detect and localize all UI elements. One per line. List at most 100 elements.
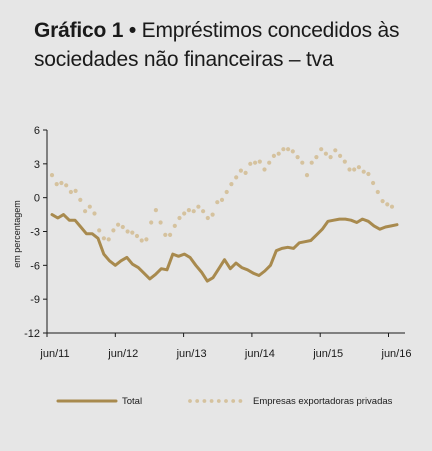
series-point-exportadoras bbox=[149, 220, 154, 225]
series-point-exportadoras bbox=[380, 199, 385, 204]
series-point-exportadoras bbox=[286, 147, 291, 152]
series-point-exportadoras bbox=[153, 208, 158, 213]
series-point-exportadoras bbox=[323, 151, 328, 156]
series-point-exportadoras bbox=[215, 200, 220, 205]
y-tick-label: 3 bbox=[34, 159, 40, 171]
series-point-exportadoras bbox=[219, 197, 225, 202]
series-point-exportadoras bbox=[125, 229, 130, 234]
series-point-exportadoras bbox=[328, 155, 333, 160]
legend-swatch-dot bbox=[209, 399, 214, 403]
series-point-exportadoras bbox=[205, 215, 210, 221]
series-point-exportadoras bbox=[158, 220, 163, 225]
series-point-exportadoras bbox=[238, 168, 243, 173]
legend-swatch-dot bbox=[202, 399, 207, 403]
y-tick-label: -9 bbox=[30, 294, 40, 306]
y-tick-label: -12 bbox=[24, 328, 40, 340]
x-tick-label: jun/13 bbox=[176, 348, 207, 360]
series-point-exportadoras bbox=[97, 228, 102, 233]
series-point-exportadoras bbox=[111, 228, 116, 233]
legend-swatch-dot bbox=[224, 399, 228, 403]
series-point-exportadoras bbox=[276, 151, 281, 156]
title-bullet: • bbox=[128, 19, 137, 42]
series-point-exportadoras bbox=[229, 182, 234, 187]
series-point-exportadoras bbox=[49, 173, 55, 178]
series-point-exportadoras bbox=[182, 211, 187, 216]
legend-label-total: Total bbox=[122, 396, 142, 407]
series-line-total bbox=[50, 213, 399, 283]
series-point-exportadoras bbox=[389, 204, 395, 209]
series-point-exportadoras bbox=[262, 167, 267, 172]
series-point-exportadoras bbox=[201, 209, 206, 214]
series-point-exportadoras bbox=[116, 222, 121, 227]
series-point-exportadoras bbox=[295, 155, 300, 160]
series-point-exportadoras bbox=[144, 237, 149, 242]
series-point-exportadoras bbox=[314, 155, 319, 160]
series-point-exportadoras bbox=[54, 182, 59, 187]
series-point-exportadoras bbox=[234, 175, 239, 180]
series-point-exportadoras bbox=[281, 147, 286, 152]
series-point-exportadoras bbox=[168, 232, 173, 237]
series-point-exportadoras bbox=[68, 189, 73, 195]
x-tick-label: jun/11 bbox=[39, 348, 69, 360]
series-point-exportadoras bbox=[366, 171, 371, 177]
x-tick-label: jun/15 bbox=[312, 348, 343, 360]
series-point-exportadoras bbox=[106, 237, 111, 242]
series-point-exportadoras bbox=[59, 180, 64, 186]
series-point-exportadoras bbox=[92, 211, 97, 216]
chart-number-label: Gráfico 1 bbox=[34, 19, 124, 42]
series-point-exportadoras bbox=[304, 173, 310, 178]
series-point-exportadoras bbox=[134, 233, 140, 239]
series-point-exportadoras bbox=[375, 189, 380, 195]
series-point-exportadoras bbox=[196, 204, 201, 209]
series-point-exportadoras bbox=[333, 148, 338, 153]
y-axis-title: em percentagem bbox=[12, 200, 22, 268]
y-tick-label: -3 bbox=[30, 227, 40, 239]
legend-label-exportadoras: Empresas exportadoras privadas bbox=[253, 396, 393, 407]
series-point-exportadoras bbox=[224, 189, 229, 195]
series-point-exportadoras bbox=[385, 202, 390, 207]
legend-swatch-dot bbox=[238, 399, 243, 403]
series-point-exportadoras bbox=[253, 160, 258, 165]
series-point-exportadoras bbox=[172, 223, 177, 228]
legend-swatch-dot bbox=[231, 399, 236, 403]
series-point-exportadoras bbox=[163, 232, 168, 237]
series-point-exportadoras bbox=[191, 209, 196, 214]
series-point-exportadoras bbox=[361, 169, 366, 174]
chart-title-text: Empréstimos concedidos às sociedades não… bbox=[34, 19, 400, 71]
series-point-exportadoras bbox=[177, 215, 182, 221]
series-point-exportadoras bbox=[371, 180, 376, 186]
series-point-exportadoras bbox=[64, 183, 69, 188]
series-point-exportadoras bbox=[347, 167, 352, 172]
x-tick-label: jun/16 bbox=[381, 348, 412, 360]
y-tick-label: 0 bbox=[34, 193, 40, 205]
x-tick-label: jun/12 bbox=[107, 348, 138, 360]
series-point-exportadoras bbox=[271, 153, 276, 158]
series-point-exportadoras bbox=[186, 208, 191, 213]
series-point-exportadoras bbox=[120, 224, 125, 230]
series-point-exportadoras bbox=[356, 165, 361, 170]
series-point-exportadoras bbox=[73, 188, 78, 193]
legend-swatch-dot bbox=[216, 399, 221, 403]
series-point-exportadoras bbox=[78, 197, 83, 202]
series-point-exportadoras bbox=[267, 160, 272, 165]
series-point-exportadoras bbox=[210, 212, 215, 217]
series-point-exportadoras bbox=[243, 170, 248, 175]
y-tick-label: 6 bbox=[34, 125, 40, 137]
series-point-exportadoras bbox=[300, 160, 305, 165]
series-point-exportadoras bbox=[257, 159, 262, 164]
chart-title: Gráfico 1 • Empréstimos concedidos às so… bbox=[34, 16, 424, 74]
legend-swatch-dot bbox=[195, 399, 200, 403]
series-point-exportadoras bbox=[290, 149, 295, 154]
series-point-exportadoras bbox=[319, 147, 324, 152]
y-tick-label: -6 bbox=[30, 260, 40, 272]
series-point-exportadoras bbox=[338, 153, 343, 158]
series-point-exportadoras bbox=[342, 159, 347, 164]
x-tick-label: jun/14 bbox=[244, 348, 275, 360]
series-point-exportadoras bbox=[139, 238, 144, 243]
series-point-exportadoras bbox=[87, 204, 92, 209]
series-point-exportadoras bbox=[352, 167, 357, 172]
series-point-exportadoras bbox=[101, 236, 106, 241]
series-point-exportadoras bbox=[130, 230, 135, 235]
series-point-exportadoras bbox=[83, 209, 88, 214]
